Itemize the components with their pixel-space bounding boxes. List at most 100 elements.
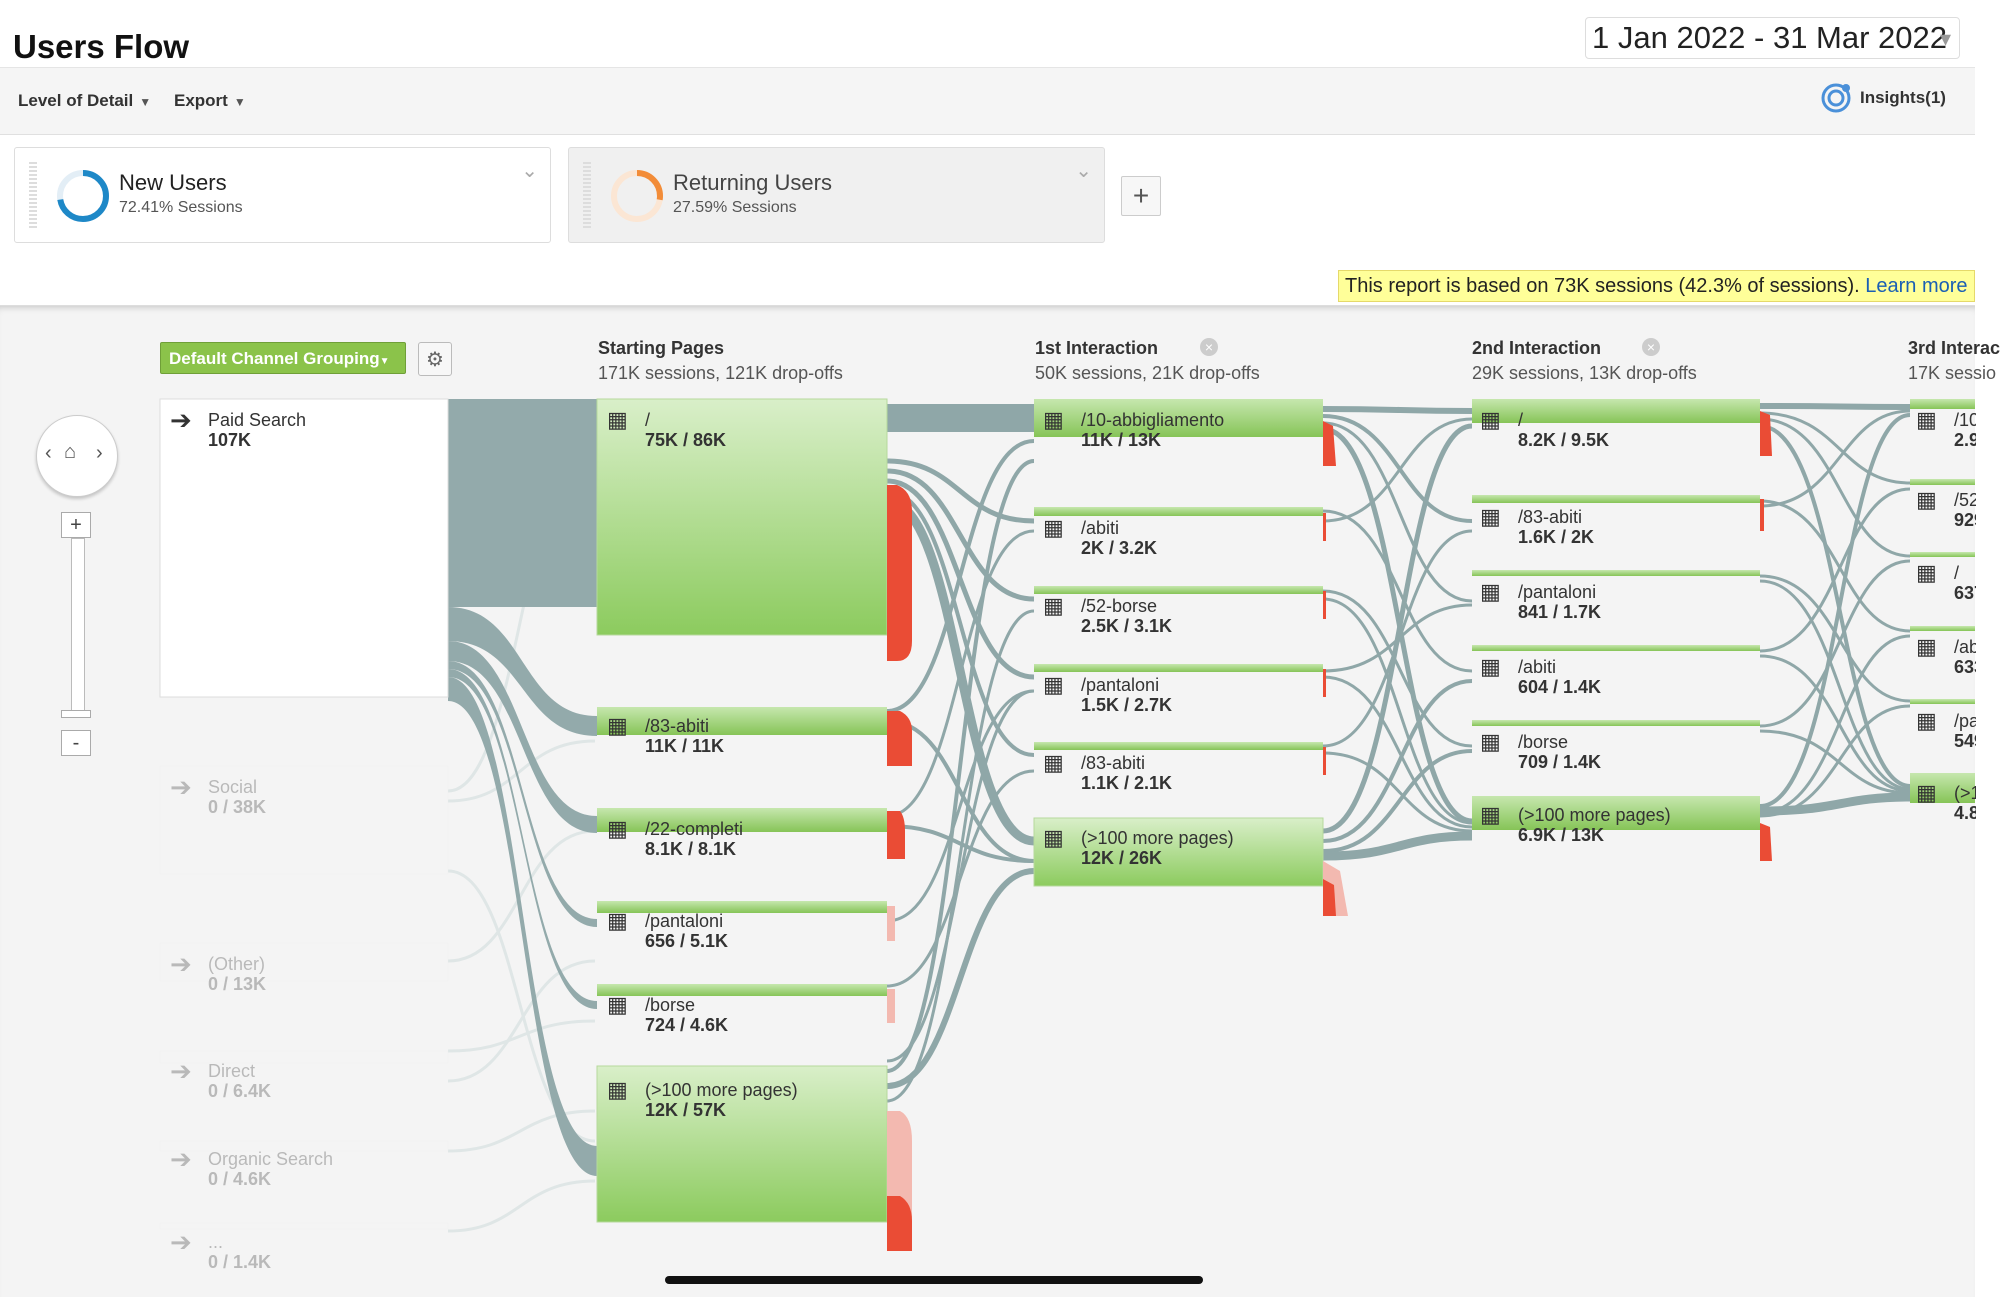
column-subtitle: 17K sessio [1908,363,1997,383]
node-name: /borse [645,995,696,1015]
first-interaction-node[interactable]: ▦ /52-borse 2.5K / 3.1K [1043,595,1172,637]
zoom-slider-handle[interactable] [61,710,91,718]
close-icon[interactable]: × [1642,338,1660,356]
page-icon: ▦ [1916,490,1937,512]
page-icon: ▦ [1480,579,1501,604]
node-value: 0 / 13K [208,974,267,994]
first-interaction-node[interactable]: ▦ /abiti 2K / 3.2K [1043,517,1158,559]
chevron-down-icon[interactable]: ⌄ [1075,160,1092,182]
node-name: /22-completi [645,819,744,839]
third-interaction-node[interactable]: ▦ /abiti633 / [1916,637,1976,677]
node-name: /83-abiti [645,716,710,736]
second-interaction-node[interactable]: ▦ /pantaloni 841 / 1.7K [1480,579,1601,623]
add-segment-button[interactable]: + [1121,176,1161,216]
source-node-more[interactable]: ➔ ... 0 / 1.4K [170,1229,271,1272]
node-value: 0 / 38K [208,797,267,817]
export-button[interactable]: Export ▼ [174,91,246,111]
third-interaction-node[interactable]: ▦ /637 / [1916,563,1976,603]
source-node-direct[interactable]: ➔ Direct 0 / 6.4K [170,1058,272,1101]
page-icon: ▦ [607,992,628,1017]
node-name: /10-a [1954,410,1976,430]
segment-card-new-users[interactable]: New Users 72.41% Sessions ⌄ [14,147,551,243]
pan-left-icon[interactable]: ‹ [45,442,52,464]
source-node-other[interactable]: ➔ (Other) 0 / 13K [170,949,267,994]
learn-more-link[interactable]: Learn more [1865,275,1968,297]
drag-handle[interactable] [583,162,591,228]
node-value: 724 / 4.6K [645,1015,729,1035]
level-of-detail-button[interactable]: Level of Detail ▼ [18,91,151,111]
page-title: Users Flow [13,28,190,65]
page-icon: ▦ [1916,783,1937,805]
second-interaction-node[interactable]: ▦ /abiti 604 / 1.4K [1480,656,1601,698]
node-name: /52-b [1954,490,1976,510]
third-interaction-node[interactable]: ▦ /10-a2.9K [1916,410,1976,450]
third-interaction-node[interactable]: ▦ (>1004.8K [1916,783,1976,823]
dropoff-bar [887,989,895,1023]
node-value: 1.5K / 2.7K [1081,695,1173,715]
dropoff-bar [887,811,905,859]
page-icon: ▦ [1916,410,1937,432]
starting-page-node[interactable]: ▦ /75K / 86K [607,409,726,451]
node-value: 1.6K / 2K [1518,527,1595,547]
second-interaction-node[interactable]: ▦ /83-abiti 1.6K / 2K [1480,504,1595,548]
first-interaction-node[interactable]: ▦ (>100 more pages) 12K / 26K [1043,827,1234,869]
settings-gear-button[interactable]: ⚙ [418,342,452,376]
page-icon: ▦ [607,908,628,933]
traffic-source-icon: ➔ [170,949,192,979]
first-interaction-node[interactable]: ▦ /10-abbigliamento 11K / 13K [1043,409,1224,451]
home-icon[interactable]: ⌂ [64,441,77,463]
second-interaction-node[interactable]: ▦ /8.2K / 9.5K [1480,407,1609,451]
node-value: 11K / 11K [645,736,725,756]
insights-button[interactable]: Insights(1) [1820,82,1946,114]
chevron-down-icon[interactable]: ⌄ [521,160,538,182]
third-interaction-node[interactable]: ▦ /52-b929 / [1916,490,1976,530]
caret-down-icon: ▼ [233,95,246,109]
date-range-value: 1 Jan 2022 - 31 Mar 2022 [1592,20,1948,55]
third-interaction-node[interactable]: ▦ /pant549 / [1916,711,1976,751]
segment-name: New Users [119,170,227,195]
zoom-out-button[interactable]: - [61,730,91,756]
scroll-indicator[interactable] [665,1276,1203,1284]
starting-page-node[interactable]: ▦ /83-abiti 11K / 11K [607,715,725,757]
second-interaction-node[interactable]: ▦ /borse 709 / 1.4K [1480,731,1601,773]
segment-share: 72.41% Sessions [119,199,243,216]
second-interaction-node[interactable]: ▦ (>100 more pages) 6.9K / 13K [1480,804,1671,846]
column-title: Starting Pages [598,338,725,358]
flow-visualization[interactable]: ‹ ⌂ › + - [0,305,1975,1297]
pan-control[interactable]: ‹ ⌂ › [36,415,118,497]
source-node-paid-search[interactable]: ➔ Paid Search 107K [170,407,306,450]
node-name: (Other) [208,954,266,974]
date-range-picker[interactable]: 1 Jan 2022 - 31 Mar 2022 ▾ [1585,17,1960,59]
node-name: (>100 more pages) [1518,805,1671,825]
first-interaction-nodes [1033,399,1348,916]
source-node-organic-search[interactable]: ➔ Organic Search 0 / 4.6K [170,1144,334,1189]
starting-page-node[interactable]: ▦ /pantaloni 656 / 5.1K [607,908,728,952]
node-name: (>100 more pages) [645,1080,798,1100]
node-value: 2K / 3.2K [1081,538,1158,558]
starting-page-node[interactable]: ▦ /borse 724 / 4.6K [607,992,729,1036]
first-interaction-node[interactable]: ▦ /83-abiti 1.1K / 2.1K [1043,752,1172,794]
insights-icon [1821,83,1851,113]
node-value: 8.1K / 8.1K [645,839,737,859]
page-icon: ▦ [1480,504,1501,529]
dropoff-bar [887,906,895,941]
starting-page-node[interactable]: ▦ (>100 more pages) 12K / 57K [607,1079,798,1121]
node-value: 11K / 13K [1081,430,1162,450]
column-subtitle: 29K sessions, 13K drop-offs [1472,363,1697,383]
channel-grouping-dropdown[interactable]: Default Channel Grouping▼ [160,342,406,374]
node-name: Social [208,777,258,797]
first-interaction-node[interactable]: ▦ /pantaloni 1.5K / 2.7K [1043,674,1173,716]
source-node-social[interactable]: ➔ Social 0 / 38K [170,774,267,817]
traffic-source-icon: ➔ [170,1144,192,1174]
page-icon: ▦ [1480,407,1501,432]
zoom-slider[interactable] [71,538,85,716]
starting-page-node[interactable]: ▦ /22-completi 8.1K / 8.1K [607,818,744,860]
node-value: 0 / 6.4K [208,1081,272,1101]
node-name: Organic Search [208,1149,334,1169]
node-name: / [1954,563,1960,583]
zoom-in-button[interactable]: + [61,512,91,538]
close-icon[interactable]: × [1200,338,1218,356]
pan-right-icon[interactable]: › [96,442,103,464]
drag-handle[interactable] [29,162,37,228]
segment-card-returning-users[interactable]: Returning Users 27.59% Sessions ⌄ [568,147,1105,243]
